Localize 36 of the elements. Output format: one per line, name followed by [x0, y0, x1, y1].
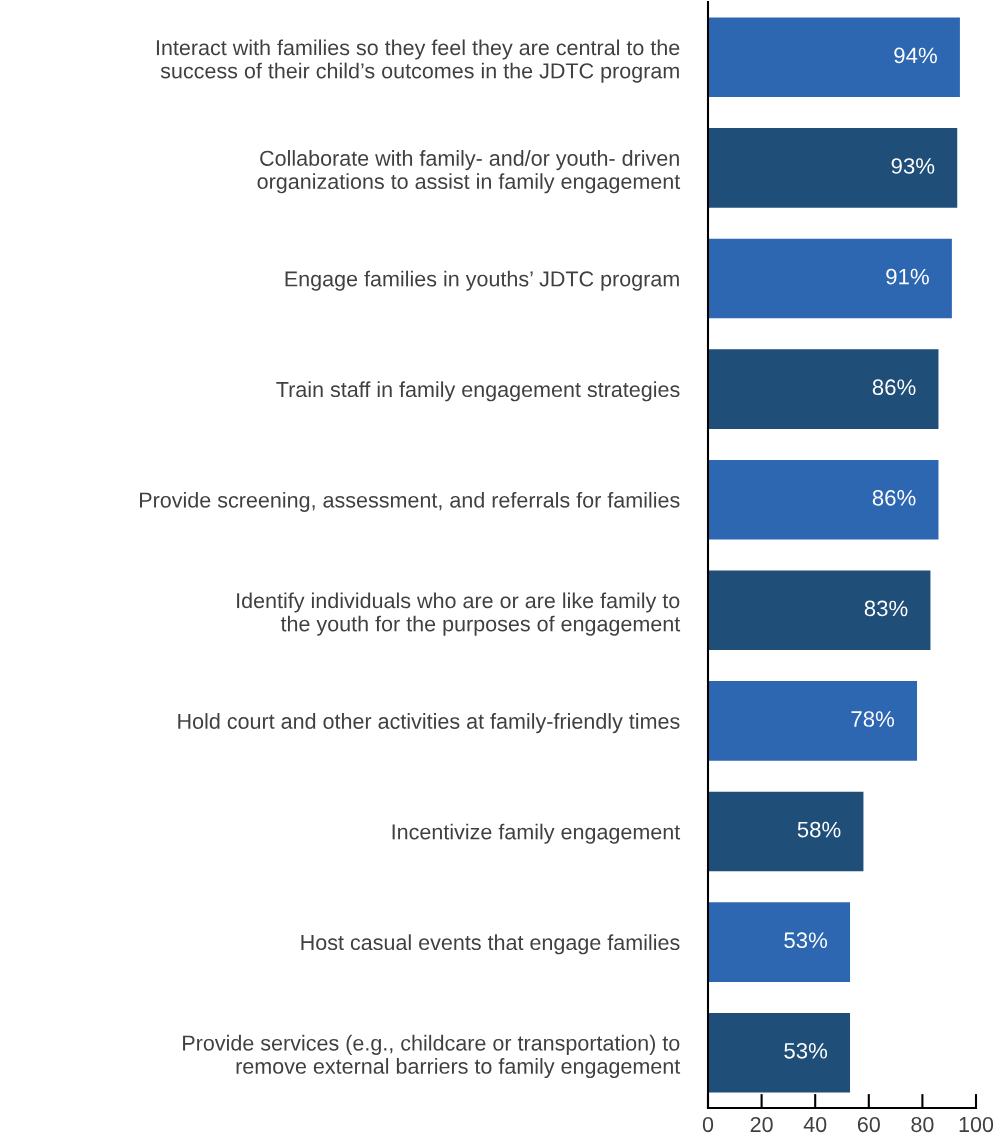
- data-label: 78%: [851, 711, 895, 727]
- y-tick-label: Interact with families so they feel they are central to the success of their child’s outcomes in the JDTC program: [156, 39, 680, 83]
- x-tick-label: 20: [750, 1116, 773, 1133]
- y-tick-label: Hold court and other activities at family-friendly times: [178, 713, 680, 734]
- bar: [708, 791, 864, 872]
- y-tick-label: Provide screening, assessment, and referrals for families: [140, 491, 680, 512]
- data-label: 58%: [797, 821, 841, 838]
- data-label: 53%: [784, 1042, 828, 1059]
- x-tick-label: 100: [959, 1116, 994, 1133]
- y-tick-label: Identify individuals who are or are like family to the youth for the purposes of engagement: [237, 592, 681, 636]
- bar: [708, 570, 931, 651]
- y-tick-label: Train staff in family engagement strategies: [276, 381, 680, 402]
- x-tick-label: 40: [803, 1116, 827, 1133]
- data-label: 86%: [872, 379, 916, 396]
- y-tick-label: Provide services (e.g., childcare or transportation) to remove external barriers to family engagement: [183, 1034, 681, 1079]
- bar: [708, 349, 939, 429]
- y-tick-label: Host casual events that engage families: [301, 934, 680, 955]
- y-tick-label: Collaborate with family- and/or youth- driven organizations to assist in family engagement: [257, 150, 681, 194]
- bar: [708, 128, 958, 208]
- x-tick-label: 60: [857, 1116, 880, 1133]
- bar: [708, 238, 952, 319]
- bar: [708, 1012, 851, 1093]
- bar: [708, 459, 939, 540]
- data-label: 53%: [784, 932, 828, 949]
- y-tick-label: Engage families in youths’ JDTC program: [285, 270, 679, 291]
- data-label: 83%: [864, 600, 908, 617]
- bar: [708, 17, 960, 98]
- bar: [708, 681, 918, 761]
- data-label: 94%: [894, 47, 937, 64]
- x-tick-label: 80: [911, 1116, 934, 1133]
- x-tick-label: 0: [702, 1116, 714, 1133]
- data-label: 91%: [886, 268, 929, 285]
- data-label: 86%: [872, 489, 916, 506]
- y-tick-label: Incentivize family engagement: [392, 823, 681, 844]
- bar: [708, 902, 851, 982]
- data-label: 93%: [891, 158, 935, 174]
